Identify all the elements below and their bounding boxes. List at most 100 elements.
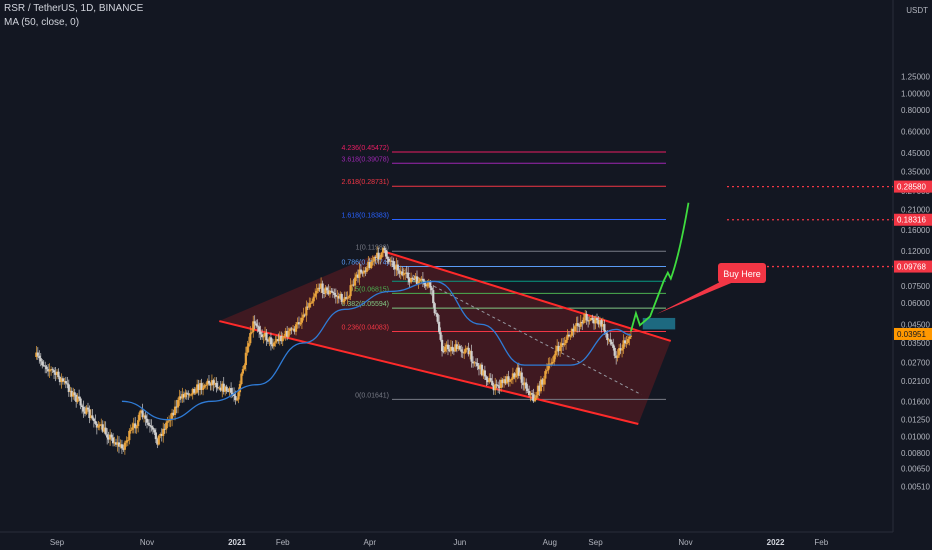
candle-body xyxy=(234,395,237,401)
candle-body xyxy=(206,380,209,385)
candle-body xyxy=(350,284,354,286)
candle-body xyxy=(535,395,538,398)
candle-body xyxy=(497,385,500,387)
candle-body xyxy=(85,407,88,414)
candle-body xyxy=(145,418,149,423)
candle-body xyxy=(91,415,94,419)
candle-body xyxy=(139,410,143,413)
candle-body xyxy=(303,314,306,316)
candle-body xyxy=(101,424,104,432)
candle-body xyxy=(306,306,309,308)
candle-body xyxy=(401,271,404,276)
candle-body xyxy=(187,393,190,395)
candle-body xyxy=(194,392,197,394)
target-price-badge xyxy=(894,260,932,273)
candle-body xyxy=(215,382,218,388)
candle-body xyxy=(199,383,202,390)
candle-body xyxy=(396,264,399,271)
candle-body xyxy=(95,423,98,428)
candle-body xyxy=(204,384,208,386)
target-price-label: 0.18316 xyxy=(897,216,926,225)
candle-body xyxy=(381,248,385,253)
candle-body xyxy=(319,283,323,289)
price-tick-label: 0.01600 xyxy=(901,397,930,406)
price-tick-label: 1.25000 xyxy=(901,73,930,82)
candle-body xyxy=(418,279,422,282)
candle-body xyxy=(578,325,581,327)
candle-body xyxy=(290,328,293,330)
price-tick-label: 0.00800 xyxy=(901,449,930,458)
candle-body xyxy=(224,386,227,392)
candle-body xyxy=(433,303,436,314)
candle-body xyxy=(597,320,600,325)
candle-body xyxy=(625,342,628,344)
candle-body xyxy=(49,369,53,371)
candle-body xyxy=(561,343,565,346)
candle-body xyxy=(390,260,394,262)
candle-body xyxy=(601,324,605,327)
candle-body xyxy=(356,274,360,278)
price-tick-label: 0.80000 xyxy=(901,106,930,115)
target-price-badge xyxy=(894,213,932,226)
candle-body xyxy=(626,338,630,343)
buy-zone-box xyxy=(642,317,676,330)
channel-fill xyxy=(219,251,671,424)
candle-body xyxy=(355,274,358,278)
candle-body xyxy=(274,341,277,343)
candle-body xyxy=(324,287,327,294)
candle-body xyxy=(268,337,271,342)
price-tick-label: 0.02100 xyxy=(901,377,930,386)
candle-body xyxy=(454,344,457,351)
current-price-label: 0.03951 xyxy=(897,330,926,339)
candle-body xyxy=(479,364,482,370)
target-price-badge xyxy=(894,180,932,193)
price-tick-label: 0.06000 xyxy=(901,299,930,308)
candle-body xyxy=(52,370,56,373)
candle-body xyxy=(529,393,532,396)
candle-body xyxy=(426,283,429,287)
candle-body xyxy=(35,352,38,358)
time-tick-label: Sep xyxy=(50,538,65,547)
candle-body xyxy=(474,362,478,364)
candle-body xyxy=(244,352,247,366)
candle-body xyxy=(488,378,491,383)
price-tick-label: 0.07500 xyxy=(901,282,930,291)
fib-level-label: 1.618(0.18383) xyxy=(342,212,389,219)
candle-body xyxy=(271,344,274,347)
time-tick-label: Feb xyxy=(814,538,828,547)
candle-body xyxy=(442,351,445,353)
candle-body xyxy=(407,273,410,279)
candle-body xyxy=(522,382,525,386)
candle-body xyxy=(119,444,122,447)
candle-body xyxy=(266,340,270,342)
candle-body xyxy=(287,331,290,337)
candle-body xyxy=(159,433,162,436)
candle-body xyxy=(412,278,416,280)
candle-body xyxy=(165,422,168,430)
price-tick-label: 0.01250 xyxy=(901,416,930,425)
candle-body xyxy=(587,320,590,322)
candle-body xyxy=(507,376,510,382)
candle-body xyxy=(128,430,131,441)
candle-body xyxy=(142,415,146,418)
candle-body xyxy=(131,427,134,430)
candle-body xyxy=(533,397,537,402)
candle-body xyxy=(219,387,222,391)
fib-level-label: 0.5(0.06815) xyxy=(349,286,389,293)
candle-body xyxy=(504,379,507,384)
candle-body xyxy=(162,428,165,436)
candle-body xyxy=(498,386,501,388)
candle-body xyxy=(553,355,556,362)
candle-body xyxy=(592,319,596,324)
candle-body xyxy=(193,388,196,393)
fib-level-label: 0.236(0.04083) xyxy=(342,325,389,332)
candle-body xyxy=(104,427,107,435)
candle-body xyxy=(446,344,450,350)
price-axis-panel xyxy=(893,0,932,550)
candle-body xyxy=(61,378,65,382)
candle-body xyxy=(317,287,320,291)
candle-body xyxy=(238,384,242,393)
candle-body xyxy=(399,271,402,274)
candle-body xyxy=(516,367,519,376)
